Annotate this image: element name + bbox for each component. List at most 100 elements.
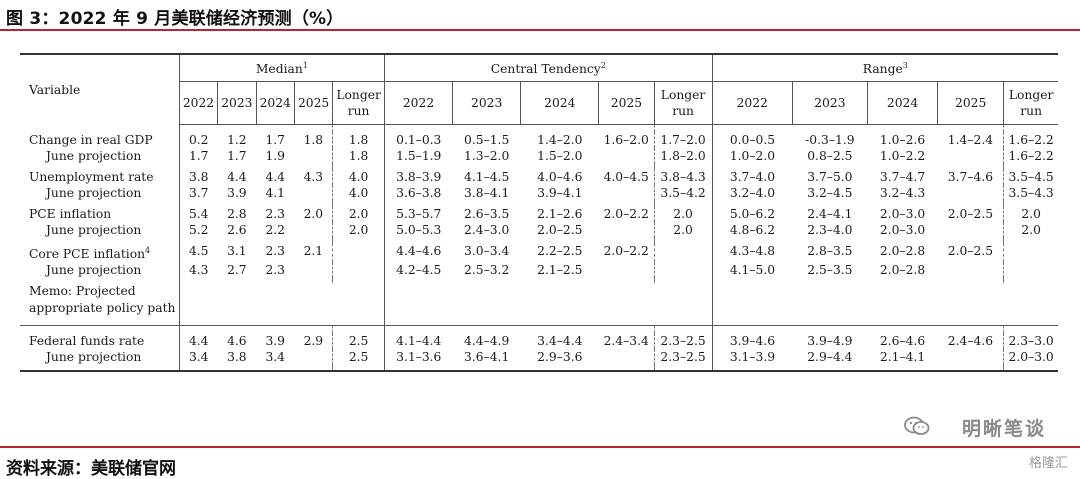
- june-projection-label: June projection: [20, 262, 180, 279]
- table-row: June projection 3.4 3.8 3.4 2.5 3.1–3.6 3.6–4.…: [20, 349, 1058, 366]
- value-cell: 1.7–2.0: [654, 132, 713, 148]
- longer-run-header: Longer run: [1003, 81, 1058, 125]
- longer-run-header: Longer run: [332, 81, 385, 125]
- variable-label: Change in real GDP: [20, 132, 180, 148]
- value-cell: 2.1–2.6: [537, 207, 583, 221]
- spacer-cell: [598, 365, 655, 373]
- value-cell: 3.9–4.1: [537, 186, 583, 200]
- spacer-cell: [256, 125, 294, 133]
- value-cell: 3.7: [188, 186, 209, 200]
- value-cell: [332, 243, 385, 263]
- value-cell: 4.5: [188, 244, 209, 258]
- value-cell: 4.0–4.6: [537, 170, 583, 184]
- value-cell: 4.1–4.4: [396, 334, 442, 349]
- spacer-cell: [20, 201, 180, 206]
- value-cell: 1.6–2.0: [598, 132, 655, 148]
- spacer-cell: [654, 317, 713, 327]
- value-cell: [937, 349, 1005, 366]
- table-row: June projection 5.2 2.6 2.2 2.0 5.0–5.3 2.4–3.…: [20, 222, 1058, 238]
- value-cell: 3.7–4.7: [879, 170, 926, 184]
- value-cell: [294, 349, 334, 366]
- memo-empty-cell: [256, 283, 294, 317]
- memo-empty-cell: [712, 283, 792, 317]
- value-cell: 3.5–4.2: [654, 185, 713, 201]
- value-cell: 2.9–3.6: [537, 350, 583, 365]
- spacer-cell: [453, 125, 521, 133]
- header-row-groups: Variable Median1 Central Tendency2 Range…: [20, 53, 1058, 125]
- spacer-cell: [654, 164, 713, 169]
- spacer-cell: [332, 325, 385, 334]
- row-label-text: June projection: [46, 223, 142, 237]
- spacer-cell: [598, 124, 655, 132]
- value-cell: 4.1–5.0: [729, 263, 776, 278]
- value-cell: 2.0–2.8: [879, 244, 926, 258]
- june-projection-label: June projection: [20, 148, 180, 164]
- spacer-cell: [867, 326, 937, 334]
- value-cell: -0.3–1.9: [805, 133, 855, 147]
- longer-run-label: run: [1020, 104, 1042, 118]
- value-cell: 2.0–2.8: [879, 263, 926, 278]
- longer-run-label: run: [672, 104, 694, 118]
- value-cell: 1.6–2.2: [1008, 133, 1054, 147]
- value-cell: 3.8–4.3: [654, 169, 713, 185]
- value-cell: [937, 185, 1005, 201]
- value-cell: 5.4: [188, 207, 209, 221]
- value-cell: 3.6–4.1: [464, 350, 510, 365]
- value-cell: 2.3: [265, 207, 286, 221]
- spacer-cell: [1003, 317, 1058, 327]
- longer-run-label: Longer: [660, 88, 706, 102]
- value-cell: 2.6: [227, 223, 247, 237]
- value-cell: 2.0–2.5: [937, 206, 1005, 222]
- spacer-cell: [20, 124, 180, 132]
- year-header: 2022: [179, 81, 219, 125]
- value-cell: [294, 148, 334, 164]
- value-cell: 2.1–2.5: [537, 263, 583, 278]
- value-cell: 0.8–2.5: [807, 149, 853, 163]
- spacer-cell: [332, 365, 385, 373]
- memo-empty-cell: [294, 283, 332, 317]
- spacer-cell: [294, 325, 334, 334]
- spacer-cell: [520, 365, 599, 373]
- spacer-cell: [1004, 326, 1058, 334]
- table-row: Federal funds rate 4.4 4.6 3.9 2.9 2.5 4.1–4.4…: [20, 333, 1058, 350]
- value-cell: 2.4–4.1: [807, 207, 853, 221]
- spacer-cell: [937, 124, 1005, 132]
- value-cell: 3.8: [188, 170, 209, 184]
- variable-label: Core PCE inflation4: [20, 243, 180, 263]
- value-cell: [937, 262, 1005, 279]
- spacer-cell: [598, 325, 655, 334]
- value-cell: 1.0–2.6: [879, 133, 926, 147]
- row-label-text: June projection: [46, 350, 142, 365]
- value-cell: 3.9: [265, 334, 286, 349]
- value-cell: 2.2–2.5: [537, 244, 583, 258]
- year-header: 2024: [520, 81, 600, 125]
- value-cell: 2.0: [654, 206, 713, 222]
- value-cell: 4.3: [188, 263, 209, 278]
- spacer-cell: [937, 278, 1005, 284]
- value-cell: 2.8: [227, 207, 247, 221]
- spacer-cell: [452, 365, 521, 373]
- variable-label: Federal funds rate: [20, 333, 180, 350]
- value-cell: [937, 222, 1005, 238]
- memo-line: appropriate policy path: [29, 301, 176, 316]
- table-row: PCE inflation 5.4 2.8 2.3 2.0 2.0 5.3–5.7 2.6–3…: [20, 206, 1058, 222]
- row-label-text: PCE inflation: [29, 207, 112, 221]
- spacer-cell: [294, 365, 334, 373]
- spacer-cell: [179, 326, 217, 334]
- value-cell: 2.0–2.5: [937, 243, 1005, 263]
- memo-line: Memo: Projected: [29, 284, 136, 299]
- year-header: 2025: [937, 81, 1005, 125]
- value-cell: 1.5–2.0: [537, 149, 583, 163]
- value-cell: 4.0: [332, 169, 385, 185]
- row-label-text: June projection: [46, 263, 142, 278]
- memo-divider: [20, 317, 1058, 327]
- spacer-row: [20, 124, 1058, 133]
- value-cell: 2.1: [294, 243, 334, 263]
- memo-empty-cell: [384, 283, 452, 317]
- value-cell: 2.3–2.5: [654, 333, 713, 350]
- longer-run-label: Longer: [1008, 88, 1054, 102]
- value-cell: 1.0–2.2: [879, 149, 926, 163]
- memo-label: Memo: Projected appropriate policy path: [20, 283, 180, 318]
- spacer-cell: [654, 325, 713, 334]
- spacer-cell: [332, 238, 385, 243]
